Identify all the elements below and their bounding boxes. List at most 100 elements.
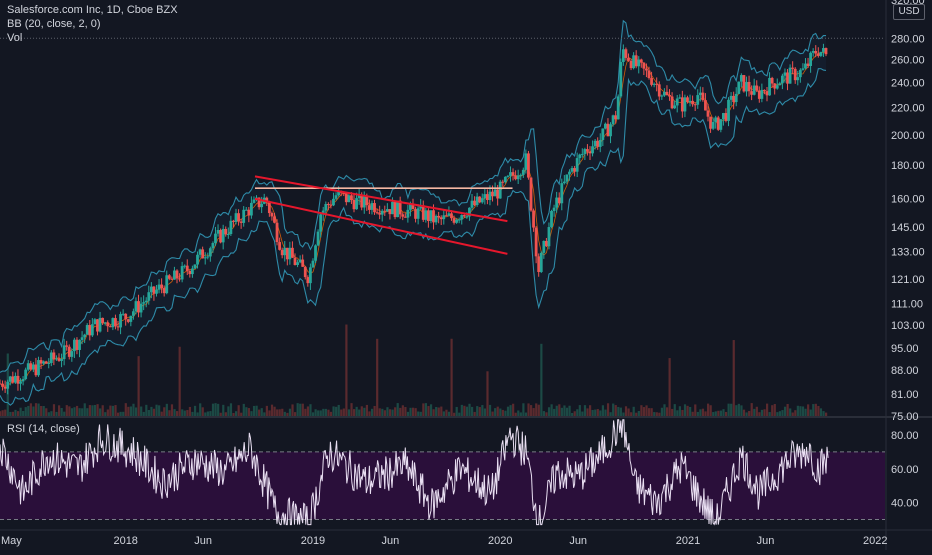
candle-body (165, 275, 169, 294)
time-axis[interactable]: May 2018 Jun 2019 Jun 2020 Jun 2021 Jun 2022 (1, 535, 887, 547)
price-tick-label: 180.00 (891, 160, 925, 172)
rsi-tick-label: 40.00 (891, 498, 919, 510)
candle-body (455, 219, 459, 223)
legend-bb: BB (20, close, 2, 0) (7, 18, 101, 30)
volume-bar (419, 411, 422, 416)
volume-bar (24, 407, 27, 416)
legend-title: Salesforce.com Inc, 1D, Cboe BZX (7, 4, 178, 16)
candle-body (680, 97, 684, 112)
candle-body (606, 123, 610, 137)
candle-body (157, 284, 161, 290)
rsi-line[interactable] (0, 419, 829, 526)
legend-vol: Vol (7, 32, 23, 44)
candle-body (783, 72, 787, 76)
candle-body (691, 100, 695, 105)
volume-bar (42, 406, 45, 416)
volume-bar (365, 404, 369, 416)
candle-body (321, 210, 325, 215)
volume-bar (291, 404, 294, 416)
candle-body (257, 197, 261, 208)
volume-bar (724, 411, 728, 416)
candle-body (13, 375, 17, 383)
upper-trendline[interactable] (254, 175, 508, 223)
volume-bar (296, 403, 299, 416)
volume-bar (586, 408, 589, 416)
candle-body (609, 124, 612, 137)
volume-bar (694, 404, 697, 416)
rsi-tick-label: 80.00 (891, 430, 919, 442)
candle-body (88, 325, 92, 336)
volume-bar (168, 410, 171, 416)
volume-bar (583, 405, 587, 416)
candle-body (747, 81, 751, 92)
candle-body (462, 215, 466, 217)
currency-badge[interactable]: USD (893, 4, 925, 20)
volume-bar (229, 403, 233, 416)
volume-bar (683, 404, 687, 416)
volume-bar (545, 412, 548, 416)
volume-bar (278, 409, 281, 416)
volume-bar (294, 412, 297, 416)
volume-bar (622, 412, 625, 416)
candle-body (660, 95, 664, 97)
candle-body (511, 172, 515, 176)
candle-body (378, 212, 382, 215)
candle-body (619, 61, 623, 97)
candle-body (614, 115, 618, 120)
candle-body (424, 210, 428, 220)
price-tick-label: 95.00 (891, 343, 919, 355)
candles[interactable] (0, 43, 828, 395)
candle-body (701, 92, 705, 101)
volume-bar (594, 409, 597, 416)
candle-body (591, 146, 594, 154)
candle-body (616, 96, 620, 120)
candle-body (173, 270, 176, 280)
candle-body (488, 191, 492, 201)
volume-bar (317, 410, 320, 416)
rsi-axis[interactable]: 80.00 60.00 40.00 (891, 430, 919, 510)
candle-body (1, 383, 4, 387)
volume-bar (517, 410, 520, 416)
volume-bar (819, 408, 823, 416)
candle-body (434, 215, 438, 223)
candle-body (65, 345, 69, 347)
lower-trendline[interactable] (254, 197, 508, 255)
candle-body (96, 319, 99, 332)
volume-bar (704, 411, 707, 416)
volume-bar (712, 412, 715, 416)
volume-bar (624, 406, 628, 416)
volume-bar (476, 406, 479, 416)
volume-bar (748, 411, 751, 416)
volume-bars (0, 324, 828, 416)
candle-body (478, 196, 482, 203)
candle-body (678, 97, 682, 99)
volume-bar (614, 405, 617, 416)
volume-bar (471, 406, 474, 416)
volume-bar (637, 410, 640, 416)
candle-body (460, 215, 464, 220)
candle-body (806, 63, 810, 67)
volume-bar (709, 405, 712, 416)
candle-body (650, 78, 653, 85)
volume-bar (260, 408, 263, 416)
volume-bar (245, 407, 248, 416)
bb-upper-band[interactable] (0, 19, 826, 373)
candle-body (742, 75, 746, 92)
volume-bar (83, 403, 86, 416)
volume-bar (335, 406, 338, 416)
candle-body (565, 174, 569, 182)
volume-bar (301, 403, 304, 416)
candle-body (31, 364, 35, 370)
volume-bar (50, 411, 53, 416)
candle-body (67, 346, 71, 357)
price-axis[interactable]: 320.00 280.00 260.00 240.00 220.00 200.00 180.… (891, 0, 925, 423)
candle-body (373, 203, 376, 213)
bb-lower-band[interactable] (0, 68, 827, 406)
volume-bar (73, 407, 76, 416)
candle-body (745, 81, 748, 92)
candle-body (198, 249, 202, 255)
volume-bar (604, 409, 607, 416)
volume-bar (93, 405, 97, 416)
